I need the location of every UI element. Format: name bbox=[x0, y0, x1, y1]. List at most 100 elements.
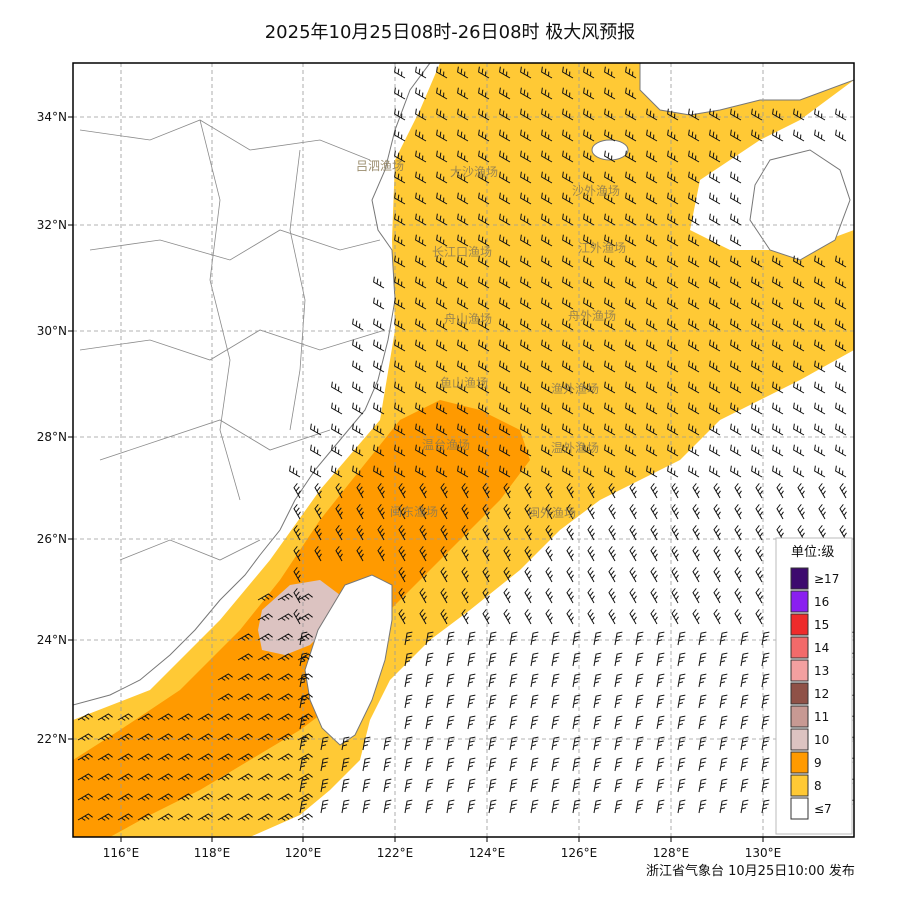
wind-barb bbox=[277, 673, 293, 681]
wind-barb bbox=[709, 444, 721, 457]
wind-barb bbox=[499, 318, 511, 331]
wind-barb bbox=[77, 773, 93, 781]
wind-barb bbox=[237, 753, 253, 761]
wind-barb bbox=[593, 631, 602, 646]
wind-barb bbox=[734, 567, 742, 583]
wind-barb bbox=[277, 733, 293, 741]
wind-barb bbox=[814, 402, 826, 415]
wind-barb bbox=[608, 504, 616, 520]
wind-barb bbox=[503, 609, 511, 625]
wind-barb bbox=[593, 799, 602, 814]
wind-barb bbox=[446, 799, 455, 814]
wind-barb bbox=[604, 381, 616, 394]
wind-barb bbox=[761, 757, 770, 772]
wind-barb bbox=[629, 567, 637, 583]
wind-barb bbox=[646, 192, 658, 205]
wind-barb bbox=[457, 234, 469, 247]
wind-barb bbox=[719, 799, 728, 814]
wind-barb bbox=[467, 673, 476, 688]
wind-barb bbox=[352, 381, 364, 394]
wind-barb bbox=[446, 673, 455, 688]
wind-barb bbox=[772, 423, 784, 436]
wind-barb bbox=[562, 276, 574, 289]
wind-barb bbox=[97, 793, 113, 801]
wind-barb bbox=[425, 715, 434, 730]
wind-barb bbox=[440, 609, 448, 625]
wind-barb bbox=[583, 339, 595, 352]
wind-barb bbox=[604, 297, 616, 310]
wind-barb bbox=[604, 423, 616, 436]
wind-barb bbox=[646, 339, 658, 352]
wind-barb bbox=[572, 631, 581, 646]
wind-barb bbox=[530, 631, 539, 646]
wind-barb bbox=[157, 773, 173, 781]
wind-barb bbox=[341, 778, 350, 793]
wind-barb bbox=[583, 171, 595, 184]
wind-barb bbox=[320, 799, 329, 814]
wind-barb bbox=[257, 593, 273, 601]
wind-barb bbox=[698, 631, 707, 646]
wind-barb bbox=[520, 171, 532, 184]
wind-barb bbox=[446, 631, 455, 646]
wind-barb bbox=[482, 567, 490, 583]
wind-barb bbox=[667, 318, 679, 331]
wind-barb bbox=[297, 673, 313, 681]
wind-barb bbox=[572, 715, 581, 730]
wind-barb bbox=[530, 673, 539, 688]
wind-barb bbox=[157, 813, 173, 821]
wind-barb bbox=[667, 360, 679, 373]
wind-barb bbox=[562, 318, 574, 331]
wind-barb bbox=[562, 87, 574, 100]
wind-barb bbox=[614, 778, 623, 793]
wind-barb bbox=[688, 192, 700, 205]
wind-barb bbox=[671, 567, 679, 583]
wind-barb bbox=[646, 129, 658, 142]
wind-barb bbox=[457, 444, 469, 457]
wind-barb bbox=[520, 444, 532, 457]
wind-barb bbox=[562, 213, 574, 226]
wind-barb bbox=[541, 87, 553, 100]
wind-barb bbox=[719, 715, 728, 730]
wind-barb bbox=[608, 588, 616, 604]
wind-barb bbox=[177, 813, 193, 821]
wind-barb bbox=[137, 753, 153, 761]
map-layer: 吕泗渔场 大沙渔场 沙外渔场 长江口渔场 江外渔场 舟山渔场 舟外渔场 鱼山渔场… bbox=[73, 63, 854, 837]
wind-barb bbox=[457, 297, 469, 310]
wind-barb bbox=[394, 171, 406, 184]
wind-barb bbox=[436, 66, 448, 79]
wind-barb bbox=[551, 631, 560, 646]
wind-barb bbox=[277, 713, 293, 721]
wind-barb bbox=[457, 276, 469, 289]
wind-barb bbox=[457, 150, 469, 163]
wind-barb bbox=[646, 297, 658, 310]
wind-barb bbox=[394, 108, 406, 121]
wind-barb bbox=[625, 150, 637, 163]
wind-barb bbox=[635, 652, 644, 667]
wind-barb bbox=[177, 753, 193, 761]
wind-barb bbox=[404, 673, 413, 688]
wind-barb bbox=[440, 567, 448, 583]
wind-barb bbox=[237, 813, 253, 821]
wind-barb bbox=[776, 504, 784, 520]
wind-barb bbox=[730, 465, 742, 478]
wind-barb bbox=[583, 444, 595, 457]
wind-barb bbox=[457, 108, 469, 121]
fishing-ground-label: 大沙渔场 bbox=[450, 165, 498, 179]
lat-tick-label: 32°N bbox=[37, 218, 67, 232]
wind-barb bbox=[734, 483, 742, 499]
wind-barb bbox=[604, 318, 616, 331]
wind-barb bbox=[394, 360, 406, 373]
wind-barb bbox=[625, 465, 637, 478]
wind-barb bbox=[509, 631, 518, 646]
wind-barb bbox=[509, 799, 518, 814]
wind-barb bbox=[608, 609, 616, 625]
wind-barb bbox=[545, 525, 553, 541]
wind-barb bbox=[688, 423, 700, 436]
wind-barb bbox=[415, 150, 427, 163]
wind-barb bbox=[625, 108, 637, 121]
wind-barb bbox=[650, 546, 658, 562]
fishing-ground-labels: 吕泗渔场 大沙渔场 沙外渔场 长江口渔场 江外渔场 舟山渔场 舟外渔场 鱼山渔场… bbox=[356, 159, 626, 520]
wind-barb bbox=[394, 339, 406, 352]
wind-barb bbox=[719, 694, 728, 709]
wind-barb bbox=[713, 483, 721, 499]
